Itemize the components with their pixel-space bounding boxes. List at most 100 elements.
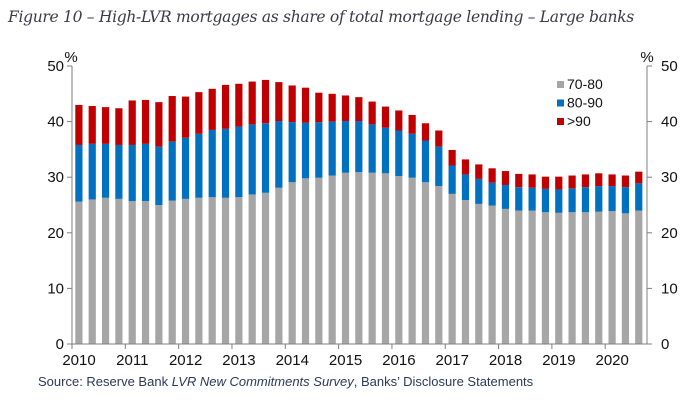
- bar-segment-90-2013Q2: [248, 81, 256, 125]
- bar-segment-8090-2010Q2: [88, 143, 96, 200]
- bar-segment-90-2019Q3: [581, 174, 590, 188]
- bar-segment-90-2018Q3: [528, 174, 536, 188]
- bar-segment-90-2014Q2: [301, 87, 310, 123]
- bar-segment-8090-2010Q4: [115, 144, 123, 199]
- bar-segment-8090-2017Q2: [461, 174, 470, 200]
- bar-segment-8090-2011Q1: [128, 144, 136, 202]
- bar-segment-7080-2017Q4: [488, 205, 496, 344]
- y-tick-label-right: 40: [661, 114, 678, 131]
- bar-segment-8090-2013Q1: [235, 126, 243, 198]
- bar-segment-8090-2016Q2: [408, 133, 416, 178]
- bar-segment-8090-2019Q3: [581, 187, 590, 213]
- y-axis-unit-left: %: [64, 49, 77, 66]
- y-tick-label-right: 20: [661, 225, 678, 242]
- bar-segment-8090-2014Q2: [301, 122, 310, 179]
- x-tick-label-2011: 2011: [116, 352, 148, 369]
- bar-segment-7080-2020Q2: [621, 213, 630, 344]
- bar-segment-90-2015Q1: [341, 95, 350, 122]
- bar-segment-8090-2020Q2: [621, 187, 630, 214]
- bar-segment-90-2020Q2: [621, 175, 630, 188]
- bar-segment-7080-2014Q1: [288, 182, 296, 344]
- bar-segment-90-2015Q3: [368, 101, 376, 125]
- bar-segment-90-2012Q2: [195, 92, 203, 134]
- legend-swatch-90: [557, 118, 564, 125]
- bar-segment-7080-2012Q4: [221, 197, 230, 344]
- bar-segment-7080-2019Q2: [568, 212, 576, 344]
- bar-segment-8090-2012Q4: [221, 128, 230, 198]
- bar-segment-7080-2016Q4: [435, 186, 443, 344]
- bar-segment-90-2017Q4: [488, 168, 496, 183]
- bar-segment-8090-2010Q3: [101, 143, 110, 198]
- bar-segment-7080-2012Q2: [195, 197, 203, 344]
- bar-segment-8090-2020Q3: [635, 183, 643, 211]
- bar-segment-90-2016Q2: [408, 114, 416, 134]
- bar-segment-8090-2019Q4: [595, 186, 603, 212]
- figure-title: Figure 10 – High-LVR mortgages as share …: [8, 8, 634, 26]
- legend-swatch-8090: [557, 99, 564, 107]
- bar-segment-8090-2018Q4: [541, 188, 550, 213]
- y-tick-label-left: 0: [56, 336, 64, 353]
- x-tick-label-2010: 2010: [62, 352, 95, 369]
- bar-segment-90-2017Q1: [448, 149, 456, 166]
- bar-segment-7080-2015Q4: [381, 173, 390, 344]
- bar-segment-8090-2015Q2: [355, 121, 363, 173]
- bar-segment-90-2017Q3: [475, 164, 483, 179]
- x-tick-label-2020: 2020: [596, 352, 629, 369]
- bar-segment-90-2010Q4: [115, 108, 123, 145]
- bar-segment-7080-2019Q4: [595, 211, 603, 344]
- bar-segment-90-2011Q1: [128, 100, 136, 145]
- bar-segment-90-2012Q3: [208, 88, 216, 130]
- bar-segment-7080-2011Q2: [141, 201, 150, 344]
- y-tick-label-left: 30: [47, 169, 64, 186]
- bar-segment-8090-2019Q2: [568, 188, 576, 213]
- bar-segment-7080-2018Q2: [515, 210, 523, 344]
- bar-segment-7080-2014Q2: [301, 178, 310, 344]
- bar-segment-7080-2020Q1: [608, 211, 616, 344]
- legend-label: 70-80: [567, 76, 603, 92]
- bar-segment-8090-2011Q2: [141, 143, 150, 202]
- bar-segment-8090-2017Q3: [475, 178, 483, 204]
- source-note: Source: Reserve Bank LVR New Commitments…: [38, 374, 533, 389]
- bar-segment-7080-2013Q2: [248, 194, 256, 344]
- legend-label: 80-90: [567, 95, 603, 111]
- bar-segment-7080-2010Q1: [75, 201, 83, 344]
- y-axis-unit-right: %: [640, 49, 653, 66]
- bar-segment-8090-2016Q1: [395, 130, 403, 177]
- bar-segment-90-2016Q3: [421, 123, 430, 141]
- bar-segment-7080-2010Q3: [101, 197, 110, 344]
- bar-segment-8090-2017Q4: [488, 182, 496, 206]
- bar-segment-90-2011Q4: [168, 96, 176, 142]
- source-prefix: Source: Reserve Bank: [38, 374, 172, 389]
- bar-segment-90-2018Q1: [501, 171, 510, 185]
- bar-segment-90-2020Q1: [608, 174, 616, 187]
- y-tick-label-right: 10: [661, 280, 678, 297]
- bar-segment-7080-2015Q2: [355, 172, 363, 344]
- bar-segment-8090-2016Q4: [435, 146, 443, 187]
- bar-segment-8090-2012Q1: [181, 137, 190, 199]
- bar-segment-7080-2013Q3: [261, 192, 270, 344]
- bar-segment-7080-2018Q4: [541, 212, 550, 344]
- bar-segment-7080-2019Q3: [581, 212, 590, 344]
- bar-segment-7080-2016Q1: [395, 176, 403, 344]
- bar-segment-7080-2018Q1: [501, 208, 510, 344]
- bar-segment-8090-2015Q1: [341, 121, 350, 173]
- bar-segment-90-2020Q3: [635, 171, 643, 184]
- bar-segment-90-2014Q4: [328, 93, 336, 122]
- bar-segment-7080-2011Q4: [168, 200, 176, 344]
- bar-segment-7080-2019Q1: [555, 212, 563, 344]
- bar-segment-8090-2018Q2: [515, 187, 523, 211]
- legend-swatch-7080: [557, 81, 564, 88]
- bar-segment-7080-2017Q1: [448, 193, 456, 344]
- bar-segment-90-2012Q4: [221, 84, 230, 129]
- y-tick-label-left: 20: [47, 225, 64, 242]
- x-tick-label-2018: 2018: [489, 352, 522, 369]
- x-tick-label-2016: 2016: [382, 352, 415, 369]
- bar-segment-7080-2014Q4: [328, 175, 336, 344]
- y-tick-label-right: 0: [661, 336, 669, 353]
- bar-segment-8090-2011Q3: [155, 146, 163, 205]
- y-tick-label-left: 10: [47, 280, 64, 297]
- bar-segment-90-2012Q1: [181, 96, 190, 138]
- bar-segment-90-2015Q2: [355, 97, 363, 122]
- bar-segment-8090-2012Q3: [208, 129, 216, 198]
